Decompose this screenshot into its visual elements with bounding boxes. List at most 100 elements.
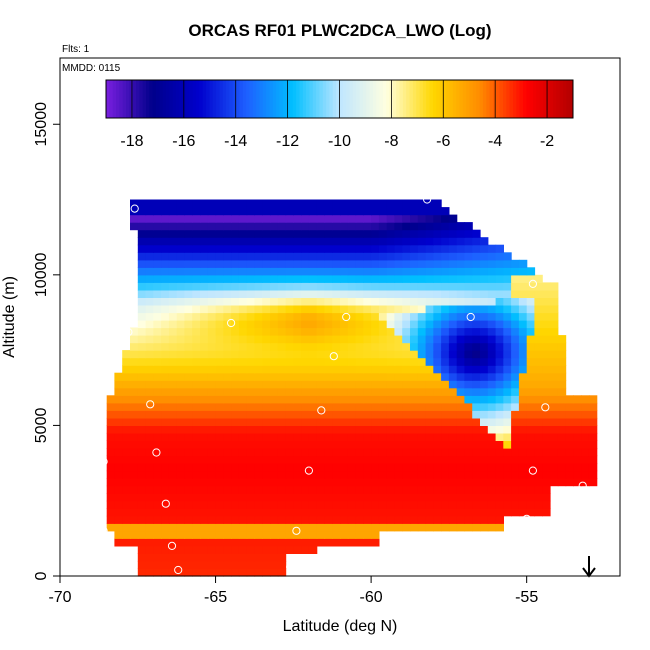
heatmap-cell [223, 342, 232, 351]
heatmap-cell [378, 372, 388, 381]
heatmap-cell [207, 402, 217, 411]
colorbar-segment [262, 80, 267, 118]
heatmap-cell [223, 387, 232, 396]
heatmap-cell [285, 372, 294, 381]
heatmap-cell [192, 560, 201, 569]
heatmap-cell [355, 485, 364, 494]
heatmap-cell [215, 440, 224, 449]
heatmap-cell [495, 274, 504, 283]
heatmap-cell [324, 538, 333, 547]
heatmap-cell [308, 229, 318, 238]
heatmap-cell [293, 342, 302, 351]
heatmap-cell [277, 237, 287, 246]
heatmap-cell [410, 274, 419, 283]
colorbar-segment [106, 80, 110, 118]
heatmap-cell [456, 448, 466, 457]
colorbar-segment [346, 80, 350, 118]
heatmap-cell [433, 252, 442, 261]
heatmap-cell [503, 259, 512, 268]
heatmap-cell [254, 214, 263, 223]
heatmap-cell [246, 530, 256, 539]
heatmap-cell [402, 335, 411, 344]
colorbar-segment [176, 80, 180, 118]
heatmap-cell [114, 372, 123, 381]
heatmap-cell [347, 425, 357, 434]
heatmap-cell [378, 267, 388, 276]
heatmap-cell [161, 282, 170, 291]
heatmap-cell [347, 335, 357, 344]
heatmap-cell [184, 372, 193, 381]
heatmap-cell [184, 440, 193, 449]
heatmap-cell [363, 372, 372, 381]
heatmap-cell [503, 493, 512, 502]
heatmap-cell [262, 237, 271, 246]
heatmap-cell [410, 485, 419, 494]
heatmap-cell [184, 320, 193, 329]
heatmap-cell [371, 267, 380, 276]
heatmap-cell [285, 515, 294, 524]
heatmap-cell [417, 342, 427, 351]
heatmap-cell [161, 530, 170, 539]
observation-point [292, 526, 301, 535]
heatmap-cell [168, 365, 178, 374]
heatmap-cell [534, 312, 543, 321]
heatmap-cell [207, 214, 217, 223]
heatmap-cell [161, 463, 170, 472]
heatmap-cell [106, 485, 116, 494]
heatmap-cell [332, 327, 341, 336]
heatmap-cell [277, 463, 287, 472]
heatmap-cell [285, 493, 294, 502]
heatmap-cell [161, 214, 170, 223]
heatmap-cell [480, 523, 489, 532]
heatmap-cell [223, 402, 232, 411]
heatmap-cell [168, 470, 178, 479]
colorbar-segment [503, 80, 507, 118]
heatmap-cell [168, 214, 178, 223]
heatmap-cell [534, 463, 543, 472]
heatmap-cell [223, 553, 232, 562]
heatmap-cell [557, 342, 567, 351]
heatmap-cell [402, 252, 411, 261]
heatmap-cell [192, 252, 201, 261]
heatmap-cell [573, 395, 582, 404]
heatmap-cell [441, 508, 450, 517]
heatmap-cell [308, 508, 318, 517]
heatmap-cell [114, 455, 123, 464]
heatmap-cell [246, 320, 256, 329]
heatmap-cell [526, 342, 536, 351]
heatmap-cell [550, 350, 559, 359]
heatmap-cell [277, 485, 287, 494]
heatmap-cell [363, 207, 372, 216]
heatmap-cell [184, 229, 193, 238]
heatmap-cell [168, 545, 178, 554]
heatmap-cell [410, 342, 419, 351]
heatmap-cell [363, 259, 372, 268]
observation-point [528, 466, 538, 475]
heatmap-cell [254, 207, 263, 216]
heatmap-cell [550, 448, 559, 457]
heatmap-cell [316, 357, 326, 366]
heatmap-cell [550, 463, 559, 472]
heatmap-cell [270, 350, 279, 359]
heatmap-cell [285, 432, 294, 441]
heatmap-cell [184, 463, 193, 472]
heatmap-cell [200, 305, 209, 314]
heatmap-cell [184, 530, 193, 539]
heatmap-cell [340, 372, 349, 381]
heatmap-cell [534, 485, 543, 494]
heatmap-cell [526, 425, 536, 434]
heatmap-cell [238, 297, 248, 306]
heatmap-cell [316, 365, 326, 374]
heatmap-cell [130, 530, 139, 539]
heatmap-cell [238, 553, 248, 562]
heatmap-cell [270, 410, 279, 419]
colorbar-segment [376, 80, 380, 118]
heatmap-cell [176, 214, 186, 223]
heatmap-cell [270, 478, 279, 487]
heatmap-cell [223, 455, 232, 464]
heatmap-cell [534, 493, 543, 502]
heatmap-cell [441, 372, 450, 381]
heatmap-cell [441, 297, 450, 306]
heatmap-cell [192, 365, 201, 374]
heatmap-cell [433, 350, 442, 359]
